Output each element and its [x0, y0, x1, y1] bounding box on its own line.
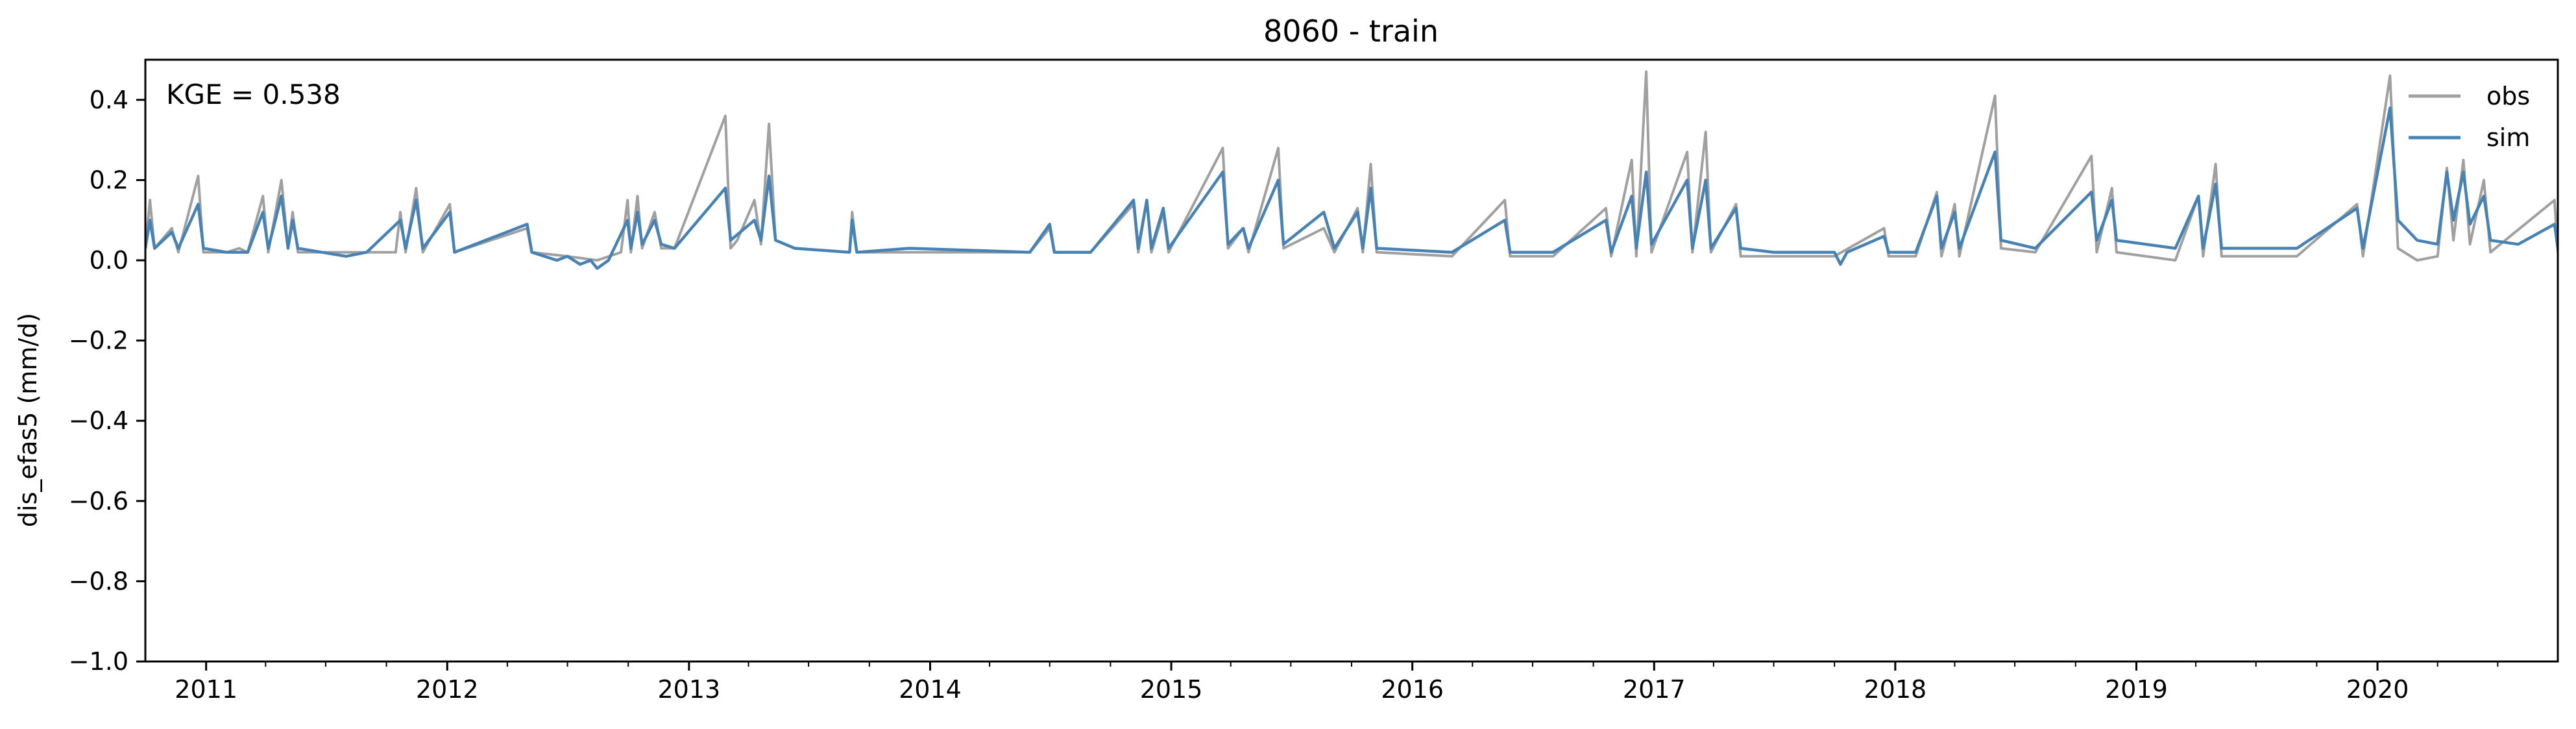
x-tick-label: 2019: [2105, 675, 2168, 704]
x-tick-label: 2011: [175, 675, 237, 704]
legend-label-sim: sim: [2486, 123, 2530, 152]
y-axis-label: dis_efas5 (mm/d): [14, 313, 42, 527]
x-tick-label: 2020: [2346, 675, 2409, 704]
y-tick-label: −0.6: [69, 487, 128, 515]
y-tick-label: −1.0: [69, 647, 128, 676]
x-tick-label: 2016: [1381, 675, 1444, 704]
y-tick-label: −0.4: [69, 406, 128, 435]
x-tick-label: 2015: [1140, 675, 1203, 704]
x-tick-label: 2014: [899, 675, 962, 704]
y-tick-label: 0.0: [90, 246, 128, 275]
chart-title: 8060 - train: [1263, 14, 1439, 49]
y-tick-label: 0.2: [90, 166, 128, 194]
x-tick-label: 2018: [1864, 675, 1927, 704]
x-tick-label: 2012: [416, 675, 479, 704]
y-axis: 0.4 0.2 0.0 −0.2 −0.4 −0.6 −0.8 −1.0: [69, 86, 145, 676]
x-tick-label: 2013: [658, 675, 721, 704]
legend-label-obs: obs: [2486, 82, 2530, 110]
x-axis: 2011 2012 2013 2014 2015 2016 2017 2018 2019 2020: [175, 661, 2499, 704]
plot-area: [145, 70, 2558, 270]
series-line-sim: [145, 106, 2558, 270]
y-tick-label: −0.2: [69, 327, 128, 355]
series-layer: [145, 70, 2558, 270]
x-tick-label: 2017: [1623, 675, 1686, 704]
kge-annotation: KGE = 0.538: [166, 79, 341, 110]
legend: obs sim: [2409, 82, 2530, 152]
y-tick-label: −0.8: [69, 567, 128, 595]
y-tick-label: 0.4: [90, 86, 128, 114]
